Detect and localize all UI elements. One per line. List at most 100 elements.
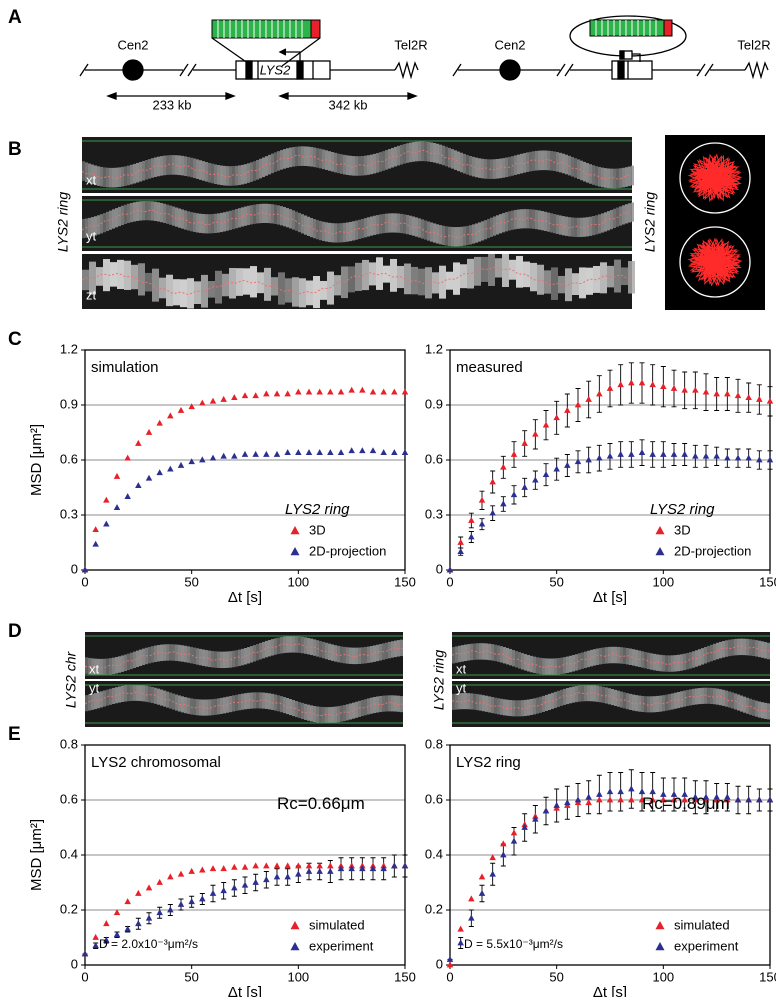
kymograph-signal bbox=[151, 646, 154, 663]
kymograph-signal bbox=[487, 218, 490, 239]
kymograph-signal bbox=[349, 647, 352, 664]
panel-label: B bbox=[8, 139, 22, 160]
y-tick-label: 0.3 bbox=[60, 506, 78, 521]
kymograph-signal bbox=[527, 699, 530, 716]
data-point bbox=[316, 867, 323, 874]
kymograph-signal bbox=[586, 163, 589, 183]
kymograph-signal bbox=[196, 648, 199, 665]
legend-marker bbox=[655, 526, 665, 535]
data-point bbox=[113, 931, 121, 938]
kymograph-signal bbox=[539, 657, 542, 675]
kymograph-signal bbox=[644, 651, 647, 669]
kymograph-signal bbox=[520, 209, 523, 229]
legend-marker bbox=[290, 526, 300, 535]
kymograph-signal bbox=[536, 657, 539, 674]
kymograph-signal bbox=[184, 210, 187, 230]
kymograph-signal bbox=[211, 163, 214, 184]
kymograph-signal bbox=[238, 649, 241, 667]
data-point bbox=[103, 520, 110, 527]
kymograph-signal bbox=[743, 638, 746, 656]
data-point bbox=[660, 383, 667, 390]
data-point bbox=[756, 456, 763, 463]
data-point bbox=[156, 909, 163, 916]
kymograph-signal bbox=[340, 705, 343, 722]
data-point bbox=[468, 516, 475, 523]
kymograph-signal bbox=[265, 692, 268, 709]
kymograph-signal bbox=[373, 153, 376, 174]
kymograph-signal bbox=[94, 216, 97, 236]
kymograph-signal bbox=[160, 202, 163, 223]
data-point bbox=[510, 450, 518, 457]
data-point bbox=[756, 796, 763, 803]
panel-label: A bbox=[8, 7, 22, 28]
data-point bbox=[380, 865, 387, 872]
kymograph-signal bbox=[166, 274, 173, 307]
data-point bbox=[521, 483, 528, 490]
kymograph-signal bbox=[364, 646, 367, 664]
kymograph-signal bbox=[241, 164, 244, 185]
kymograph-signal bbox=[316, 220, 319, 240]
kymograph-signal bbox=[352, 647, 355, 665]
kymograph-signal bbox=[452, 647, 455, 664]
kymograph-signal bbox=[460, 264, 467, 289]
kymograph-signal bbox=[629, 693, 632, 710]
kymograph-signal bbox=[731, 639, 734, 656]
row-label: zt bbox=[86, 287, 97, 302]
kymograph-signal bbox=[322, 149, 325, 170]
kymograph-signal bbox=[214, 213, 217, 234]
kymograph-signal bbox=[403, 144, 406, 164]
legend-label: simulated bbox=[309, 917, 365, 932]
kymograph-signal bbox=[577, 159, 580, 180]
kymograph-signal bbox=[565, 216, 568, 236]
chart-title: measured bbox=[456, 359, 523, 376]
kymograph-signal bbox=[579, 267, 586, 299]
data-point bbox=[209, 865, 217, 872]
kymograph-signal bbox=[614, 689, 617, 706]
kymograph-signal bbox=[181, 155, 184, 176]
data-point bbox=[532, 430, 539, 437]
kymograph-signal bbox=[577, 217, 580, 238]
ring-diagram bbox=[452, 15, 769, 81]
kymograph-signal bbox=[619, 168, 622, 188]
kymograph-signal bbox=[274, 204, 277, 224]
kymograph-signal bbox=[537, 264, 544, 295]
kymograph-signal bbox=[106, 689, 109, 706]
data-point bbox=[145, 884, 153, 891]
kymograph-signal bbox=[307, 704, 310, 721]
data-point bbox=[670, 384, 678, 391]
kymograph-signal bbox=[692, 651, 695, 668]
data-point bbox=[391, 862, 398, 869]
data-point bbox=[188, 898, 195, 905]
data-point bbox=[521, 439, 528, 446]
kymograph-signal bbox=[163, 690, 166, 707]
panel-label: D bbox=[8, 621, 22, 642]
data-point bbox=[478, 496, 486, 503]
kymograph-signal bbox=[478, 158, 481, 178]
kymograph-signal bbox=[292, 147, 295, 167]
kymograph-signal bbox=[82, 161, 85, 181]
kymograph-signal bbox=[139, 161, 142, 182]
kymograph-signal bbox=[544, 150, 547, 171]
kymograph-signal bbox=[521, 700, 524, 717]
kymograph-signal bbox=[674, 692, 677, 709]
kymograph-signal bbox=[307, 146, 310, 167]
kymograph-signal bbox=[124, 654, 127, 672]
kymograph-signal bbox=[194, 281, 201, 304]
data-point bbox=[327, 867, 334, 874]
data-point bbox=[660, 790, 667, 797]
kymograph-signal bbox=[644, 696, 647, 713]
kymograph-signal bbox=[307, 637, 310, 655]
data-point bbox=[241, 450, 249, 457]
kymograph-signal bbox=[737, 694, 740, 711]
kymograph-signal bbox=[683, 690, 686, 707]
kymograph-signal bbox=[589, 216, 592, 236]
kymograph-signal bbox=[689, 652, 692, 669]
kymograph-signal bbox=[286, 697, 289, 715]
kymograph-signal bbox=[265, 640, 268, 658]
kymograph-signal bbox=[109, 688, 112, 705]
kymograph-signal bbox=[253, 692, 256, 709]
data-point bbox=[156, 878, 163, 885]
data-point bbox=[638, 449, 646, 456]
data-point bbox=[617, 381, 624, 388]
kymograph-signal bbox=[662, 655, 665, 672]
